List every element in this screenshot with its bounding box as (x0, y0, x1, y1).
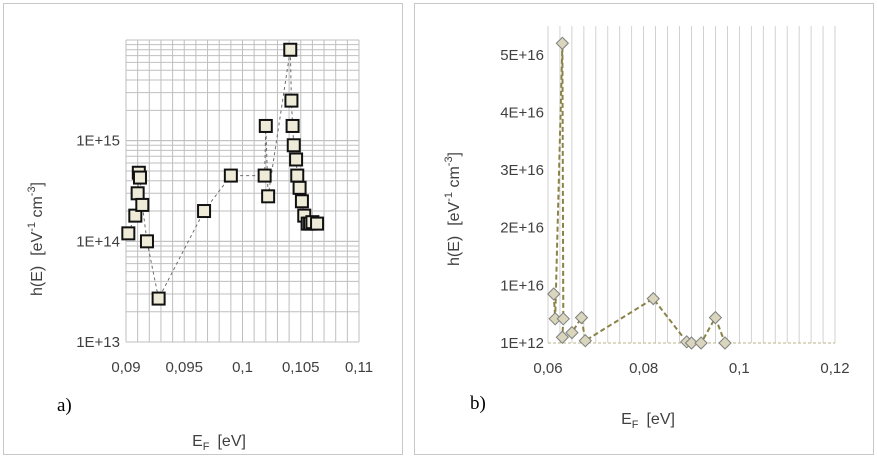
chart-b-data-point (565, 325, 579, 340)
chart-b-y-tick-label: 4E+16 (500, 104, 544, 121)
chart-a-data-point (292, 180, 307, 195)
chart-b-data-point (646, 291, 660, 306)
chart-b-ticks: 0,06 0,08 0,1 0,12 1E+12 1E+16 2E+16 3E+16 4E+16… (500, 47, 849, 377)
chart-a-data-point (197, 204, 212, 219)
chart-b-y-tick-label: 5E+16 (500, 47, 544, 64)
chart-b-gridlines (547, 26, 836, 344)
chart-a-x-tick-label: 0,09 (111, 359, 140, 376)
chart-a-data-point (294, 194, 309, 209)
chart-a-data-point (121, 226, 136, 241)
chart-b-data-point (578, 333, 593, 348)
chart-a-y-tick-label: 1E+15 (76, 133, 120, 150)
chart-a-x-axis-label: EF [eV] (192, 433, 246, 453)
chart-a-data-point (139, 234, 154, 249)
chart-b-series-line (552, 43, 726, 344)
chart-b-x-tick-label: 0,1 (729, 360, 750, 377)
chart-a-data-point (283, 42, 298, 57)
chart-b-data-point (574, 310, 589, 325)
chart-b-x-tick-label: 0,12 (820, 360, 849, 377)
chart-b-data-point (708, 310, 723, 325)
chart-b-x-tick-label: 0,08 (629, 360, 658, 377)
chart-b-line (552, 43, 726, 344)
chart-b-markers (547, 36, 732, 350)
chart-a-x-tick-label: 0,11 (345, 359, 373, 376)
chart-a-data-point (132, 170, 147, 185)
chart-b-data-point (556, 312, 571, 326)
chart-a-x-tick-label: 0,095 (165, 359, 203, 376)
chart-b-data-point (694, 336, 708, 350)
chart-a-data-point (130, 186, 145, 201)
chart-a-data-point (258, 118, 273, 133)
chart-a-data-point (286, 138, 301, 153)
chart-a-data-point (284, 93, 299, 108)
chart-b-y-axis-label: h(E)[eV-1 cm-3] (443, 152, 463, 266)
chart-b-y-tick-label: 2E+16 (500, 220, 544, 237)
chart-a-gridlines (125, 39, 360, 343)
chart-b-panel-label: b) (470, 393, 486, 414)
chart-a-data-point (289, 152, 304, 167)
chart-a-y-tick-label: 1E+14 (76, 233, 120, 250)
chart-a-data-point (310, 216, 325, 231)
chart-a-data-point (135, 197, 150, 212)
chart-a-y-tick-label: 1E+13 (76, 334, 120, 351)
chart-a-y-axis-label: h(E)[eV-1 cm-3] (26, 182, 46, 296)
chart-a-data-point (290, 168, 305, 183)
chart-b-panel: 0,06 0,08 0,1 0,12 1E+12 1E+16 2E+16 3E+16 4E+16… (414, 3, 874, 455)
chart-a-x-tick-label: 0,105 (282, 359, 320, 376)
chart-b-svg: 0,06 0,08 0,1 0,12 1E+12 1E+16 2E+16 3E+16 4E+16… (443, 26, 850, 431)
chart-a-data-point (285, 118, 300, 133)
chart-b-data-point (555, 36, 570, 50)
chart-a-markers (121, 42, 325, 306)
chart-b-y-tick-label: 1E+12 (500, 335, 544, 352)
chart-a-data-point (261, 189, 276, 204)
chart-a-data-point (151, 291, 166, 306)
chart-a-svg: 0,09 0,095 0,1 0,105 0,11 1E+13 1E+14 1E+15 h(E… (26, 39, 373, 453)
chart-b-data-point (555, 330, 570, 344)
chart-b-x-axis-label: EF [eV] (621, 411, 675, 431)
chart-b-data-point (547, 287, 561, 301)
chart-a-panel: 0,09 0,095 0,1 0,105 0,11 1E+13 1E+14 1E+15 h(E… (3, 3, 403, 455)
chart-b-data-point (684, 336, 699, 350)
chart-a-data-point (223, 168, 238, 183)
chart-b-y-tick-label: 1E+16 (500, 277, 544, 294)
chart-b-y-tick-label: 3E+16 (500, 162, 544, 179)
chart-a-data-point (257, 168, 272, 183)
chart-a-x-tick-label: 0,1 (232, 359, 253, 376)
chart-b-x-tick-label: 0,06 (533, 360, 562, 377)
chart-a-panel-label: a) (57, 395, 72, 416)
chart-b-data-point (718, 336, 732, 350)
chart-a-ticks: 0,09 0,095 0,1 0,105 0,11 1E+13 1E+14 1E+15 (76, 133, 373, 376)
